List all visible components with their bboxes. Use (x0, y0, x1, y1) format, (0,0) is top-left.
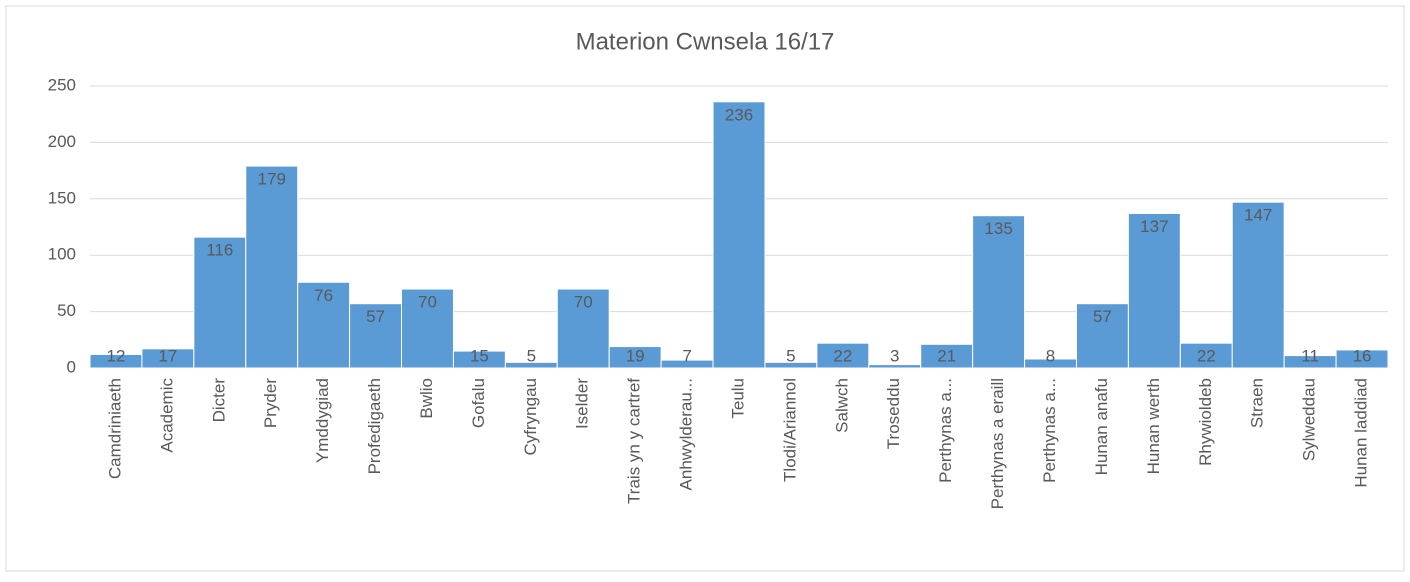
data-label: 22 (833, 346, 852, 365)
data-label: 17 (158, 346, 177, 365)
x-tick-label: Tlodi/Ariannol (780, 378, 799, 482)
y-tick-label: 200 (48, 132, 76, 151)
data-label: 70 (574, 293, 593, 312)
x-tick-label: Perthynas a eraill (988, 378, 1007, 509)
bar (972, 215, 1026, 369)
data-label: 116 (206, 241, 233, 260)
bar (1231, 201, 1285, 369)
y-tick-label: 0 (67, 357, 76, 376)
bar (297, 281, 351, 369)
bar (816, 342, 870, 369)
x-tick-label: Camdriniaeth (105, 378, 124, 479)
y-tick-label: 50 (57, 301, 76, 320)
x-tick-label: Hunan laddiad (1352, 378, 1371, 488)
x-tick-label: Ymddygiad (313, 378, 332, 463)
x-tick-label: Rhywioldeb (1196, 378, 1215, 466)
bar (1335, 349, 1389, 369)
data-label: 8 (1046, 346, 1055, 365)
x-tick-label: Straen (1248, 378, 1267, 428)
data-label: 21 (937, 346, 956, 365)
bar (1179, 342, 1233, 369)
bar (452, 350, 506, 369)
data-label: 22 (1197, 346, 1216, 365)
data-label: 15 (470, 346, 489, 365)
x-tick-label: Perthynas a... (936, 378, 955, 483)
data-label: 179 (258, 170, 286, 189)
data-label: 137 (1140, 217, 1168, 236)
x-tick-label: Teulu (728, 378, 747, 419)
bar (1127, 212, 1181, 369)
x-tick-label: Hunan werth (1144, 378, 1163, 474)
data-label: 135 (984, 219, 1012, 238)
x-tick-label: Perthynas a... (1040, 378, 1059, 483)
y-tick-label: 250 (48, 75, 76, 94)
x-tick-label: Troseddu (884, 378, 903, 449)
bar (193, 236, 247, 369)
x-tick-label: Salwch (832, 378, 851, 433)
data-label: 7 (682, 346, 691, 365)
data-label: 5 (527, 346, 536, 365)
y-tick-label: 150 (48, 188, 76, 207)
x-tick-label: Iselder (573, 378, 592, 429)
chart-title: Materion Cwnsela 16/17 (576, 28, 835, 55)
bar (349, 303, 403, 369)
y-tick-label: 100 (48, 245, 76, 264)
data-label: 76 (314, 286, 333, 305)
x-tick-label: Profedigaeth (365, 378, 384, 474)
data-label: 3 (890, 346, 899, 365)
data-label: 16 (1353, 346, 1372, 365)
x-tick-label: Bwlio (417, 378, 436, 419)
x-tick-label: Dicter (209, 378, 228, 423)
data-label: 57 (1093, 307, 1112, 326)
x-tick-label: Anhwylderau... (677, 378, 696, 490)
x-tick-label: Pryder (261, 378, 280, 428)
bar (245, 165, 299, 369)
bar (1075, 303, 1129, 369)
bar (556, 288, 610, 369)
data-label: 70 (418, 293, 437, 312)
x-tick-label: Hunan anafu (1092, 378, 1111, 475)
x-tick-label: Sylweddau (1300, 378, 1319, 461)
data-label: 236 (725, 105, 753, 124)
data-label: 57 (366, 307, 385, 326)
data-label: 12 (106, 346, 125, 365)
x-tick-label: Cyfryngau (521, 378, 540, 455)
bar (401, 288, 454, 369)
bar (608, 346, 662, 369)
data-label: 19 (626, 346, 645, 365)
bar (712, 101, 766, 369)
data-label: 11 (1301, 346, 1319, 365)
x-tick-label: Academic (157, 378, 176, 453)
x-tick-label: Gofalu (469, 378, 488, 428)
data-label: 5 (786, 346, 795, 365)
data-label: 147 (1244, 206, 1272, 225)
x-tick-label: Trais yn y cartref (625, 378, 644, 504)
